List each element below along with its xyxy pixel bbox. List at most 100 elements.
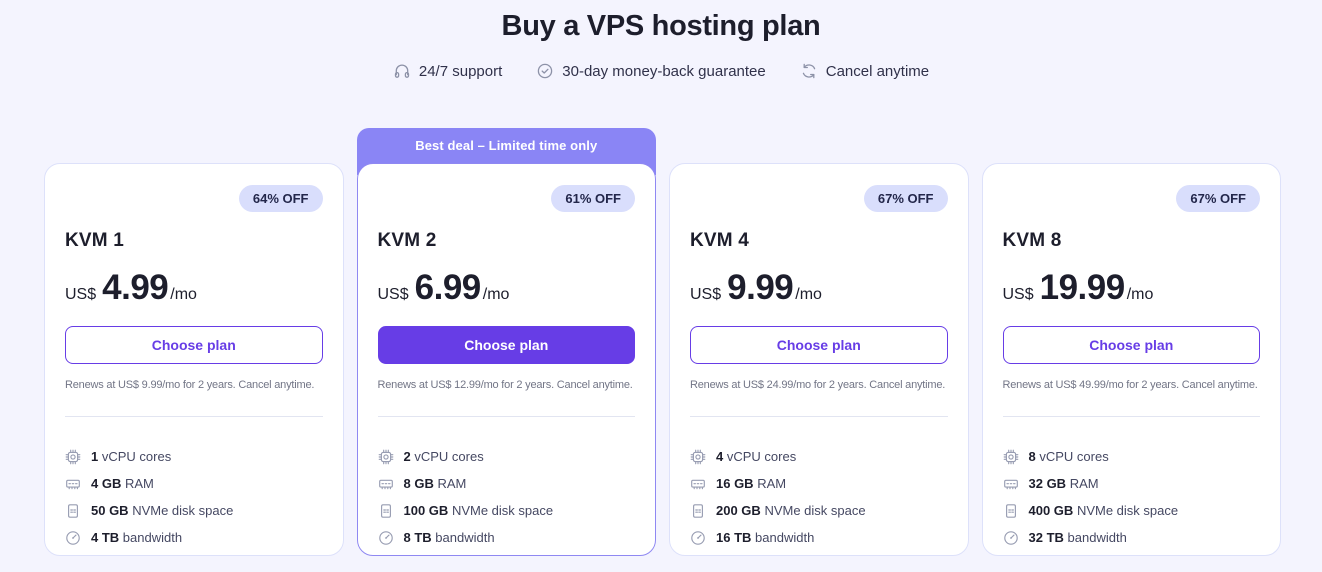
plan-card-body: 61% OFF KVM 2 US$ 6.99 /mo Choose plan R…	[356, 163, 656, 556]
benefit-label: 30-day money-back guarantee	[562, 62, 766, 80]
card-divider	[690, 416, 948, 417]
feature-text: 32 GB RAM	[1028, 476, 1099, 491]
price-amount: 4.99	[102, 268, 169, 307]
plan-card-body: 67% OFF KVM 8 US$ 19.99 /mo Choose plan …	[981, 163, 1281, 556]
ram-icon	[1003, 476, 1019, 492]
plan-price: US$ 4.99 /mo	[65, 270, 323, 305]
shield-check-icon	[536, 62, 554, 80]
feature-vcpu: 8 vCPU cores	[1003, 443, 1261, 470]
disk-icon-row: 200 GB NVMe disk space	[690, 497, 948, 524]
plan-name: KVM 8	[1002, 230, 1062, 251]
ram-icon	[378, 476, 394, 492]
feature-bandwidth: 16 TB bandwidth	[690, 524, 948, 551]
renewal-note: Renews at US$ 49.99/mo for 2 years. Canc…	[1002, 379, 1258, 391]
plan-name: KVM 4	[690, 230, 750, 251]
price-period: /mo	[170, 286, 197, 303]
price-currency: US$	[690, 286, 722, 303]
feature-vcpu: 1 vCPU cores	[65, 443, 323, 470]
feature-ram: 4 GB RAM	[65, 470, 323, 497]
feature-bandwidth: 8 TB bandwidth	[378, 524, 636, 551]
plan-name: KVM 1	[65, 230, 125, 251]
feature-text: 32 TB bandwidth	[1028, 530, 1127, 545]
choose-plan-button[interactable]: Choose plan	[690, 326, 948, 364]
ram-icon	[690, 476, 706, 492]
card-divider	[377, 416, 635, 417]
discount-badge: 67% OFF	[1176, 185, 1260, 212]
renewal-note: Renews at US$ 12.99/mo for 2 years. Canc…	[377, 379, 633, 391]
price-period: /mo	[795, 286, 822, 303]
feature-list: 4 vCPU cores 16 GB RAM	[690, 443, 948, 551]
disk-icon	[1003, 503, 1019, 519]
headset-icon	[393, 62, 411, 80]
choose-plan-button[interactable]: Choose plan	[65, 326, 323, 364]
plan-price: US$ 9.99 /mo	[690, 270, 948, 305]
feature-list: 1 vCPU cores 4 GB RAM	[65, 443, 323, 551]
benefit-label: 24/7 support	[418, 62, 503, 80]
benefits-row: 24/7 support 30-day money-back guarantee…	[0, 62, 1322, 80]
card-divider	[65, 416, 323, 417]
feature-text: 8 vCPU cores	[1028, 449, 1109, 464]
cpu-icon	[378, 449, 394, 465]
price-period: /mo	[482, 286, 510, 303]
feature-text: 400 GB NVMe disk space	[1028, 503, 1179, 518]
card-divider	[1002, 416, 1260, 417]
plan-card: Best deal – Limited time only 64% OFF KV…	[44, 128, 344, 556]
price-amount: 9.99	[727, 268, 794, 307]
feature-text: 4 GB RAM	[91, 476, 154, 491]
feature-text: 4 vCPU cores	[716, 449, 797, 464]
cpu-icon	[1003, 449, 1019, 465]
price-amount: 19.99	[1039, 268, 1126, 307]
feature-ram: 32 GB RAM	[1003, 470, 1261, 497]
feature-text: 1 vCPU cores	[91, 449, 172, 464]
feature-bandwidth: 4 TB bandwidth	[65, 524, 323, 551]
bandwidth-icon	[378, 530, 394, 546]
feature-list: 2 vCPU cores 8 GB RAM	[378, 443, 636, 551]
feature-text: 50 GB NVMe disk space	[91, 503, 234, 518]
plan-card: Best deal – Limited time only 67% OFF KV…	[669, 128, 969, 556]
price-currency: US$	[1002, 286, 1034, 303]
plan-name: KVM 2	[377, 230, 437, 251]
benefit-support: 24/7 support	[393, 62, 502, 80]
choose-plan-button[interactable]: Choose plan	[377, 326, 635, 364]
cancel-refresh-icon	[800, 62, 818, 80]
price-period: /mo	[1126, 286, 1154, 303]
plan-card-body: 67% OFF KVM 4 US$ 9.99 /mo Choose plan R…	[669, 163, 969, 556]
price-amount: 6.99	[414, 268, 482, 307]
discount-badge: 61% OFF	[551, 185, 635, 212]
feature-text: 8 TB bandwidth	[403, 530, 495, 545]
feature-text: 16 TB bandwidth	[716, 530, 815, 545]
plan-card: Best deal – Limited time only 67% OFF KV…	[981, 128, 1281, 556]
disk-icon	[378, 503, 394, 519]
feature-vcpu: 4 vCPU cores	[690, 443, 948, 470]
plan-price: US$ 19.99 /mo	[1003, 270, 1261, 305]
plan-card: Best deal – Limited time only 61% OFF KV…	[356, 128, 656, 556]
feature-vcpu: 2 vCPU cores	[378, 443, 636, 470]
ram-icon	[65, 476, 81, 492]
cpu-icon	[65, 449, 81, 465]
choose-plan-button[interactable]: Choose plan	[1002, 326, 1260, 364]
benefit-guarantee: 30-day money-back guarantee	[536, 62, 766, 80]
feature-text: 200 GB NVMe disk space	[716, 503, 866, 518]
bandwidth-icon	[690, 530, 706, 546]
renewal-note: Renews at US$ 9.99/mo for 2 years. Cance…	[65, 379, 315, 391]
discount-badge: 64% OFF	[238, 185, 323, 212]
page-title: Buy a VPS hosting plan	[501, 10, 821, 42]
plans-row: Best deal – Limited time only 64% OFF KV…	[44, 128, 1281, 556]
disk-icon-row: 50 GB NVMe disk space	[65, 497, 323, 524]
feature-text: 8 GB RAM	[403, 476, 467, 491]
feature-text: 16 GB RAM	[716, 476, 787, 491]
disk-icon	[690, 503, 706, 519]
feature-bandwidth: 32 TB bandwidth	[1003, 524, 1261, 551]
disk-icon-row: 100 GB NVMe disk space	[378, 497, 636, 524]
benefit-label: Cancel anytime	[825, 62, 930, 80]
feature-text: 4 TB bandwidth	[91, 530, 183, 545]
plan-price: US$ 6.99 /mo	[378, 270, 636, 305]
bandwidth-icon	[65, 530, 81, 546]
cpu-icon	[690, 449, 706, 465]
feature-text: 2 vCPU cores	[403, 449, 484, 464]
feature-text: 100 GB NVMe disk space	[403, 503, 554, 518]
bandwidth-icon	[1003, 530, 1019, 546]
price-currency: US$	[377, 286, 409, 303]
feature-ram: 16 GB RAM	[690, 470, 948, 497]
price-currency: US$	[65, 286, 97, 303]
